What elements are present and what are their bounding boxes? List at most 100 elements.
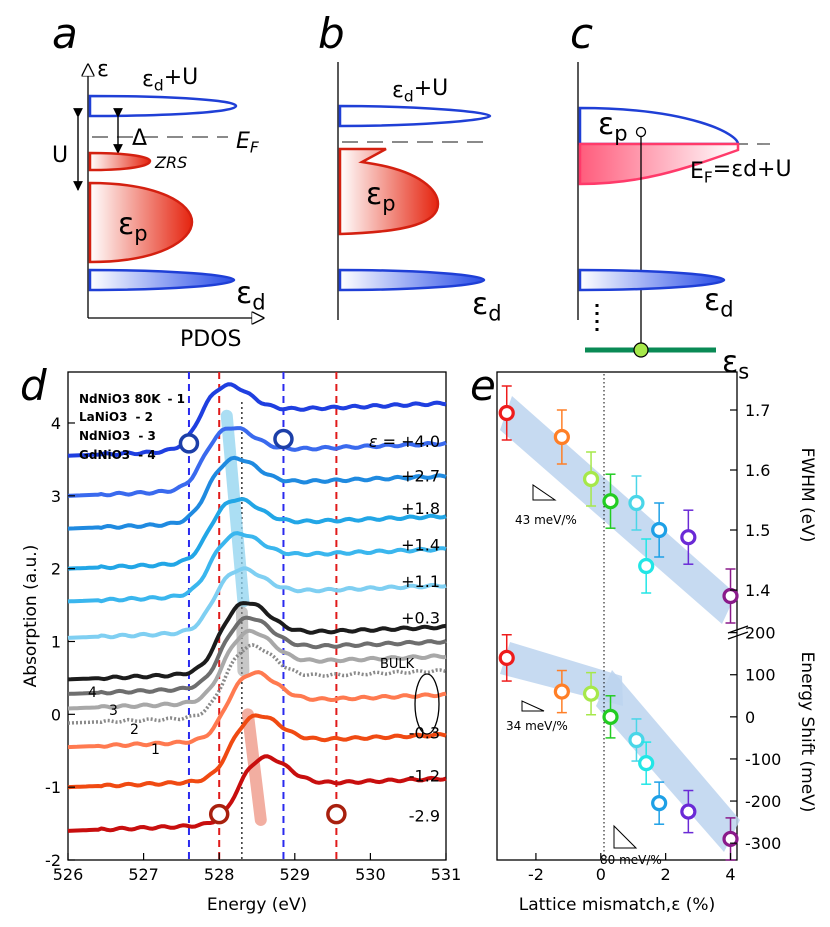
panel-d-bulk-ellipse xyxy=(414,673,440,735)
curve-2 xyxy=(67,455,447,531)
legend-item-1: NdNiO3 80K - 1 xyxy=(79,392,185,406)
shift-y-tick-label: -300 xyxy=(745,834,781,853)
panel-b-eps-d-label: εd xyxy=(472,287,502,325)
curve-1 xyxy=(67,426,447,498)
fwhm-point xyxy=(498,404,515,422)
fwhm-point xyxy=(722,587,739,605)
bulk-marker-2: 2 xyxy=(130,722,139,738)
fwhm-slope-triangle xyxy=(532,484,557,501)
fwhm-slope-label: 43 meV/% xyxy=(515,513,577,527)
panel-d-ylabel: Absorption (a.u.) xyxy=(21,545,41,688)
shift-slope-triangle-2 xyxy=(613,824,638,849)
e-x-tick-label: -2 xyxy=(528,865,544,884)
e-x-tick-label: 4 xyxy=(725,865,735,884)
curve-12 xyxy=(67,754,447,833)
panel-a-p-band xyxy=(88,181,194,264)
series-label: +2.7 xyxy=(401,466,440,485)
y-tick-label: -1 xyxy=(45,778,61,797)
legend-item-4: GdNiO3- 4 xyxy=(79,448,156,462)
fwhm-point xyxy=(602,493,619,510)
series-label: +0.3 xyxy=(401,608,440,627)
panel-e-letter: e xyxy=(470,361,496,410)
panel-a-axis-x-label: PDOS xyxy=(180,327,242,352)
panel-d-series-labels: ε = +4.0+2.7+1.8+1.4+1.1+0.3-0.3-1.2-2.9 xyxy=(369,432,440,825)
shift-point xyxy=(638,755,655,772)
series-label: +1.4 xyxy=(401,535,440,554)
panel-c-fermi-eq-label: EF=εd+U xyxy=(690,157,792,187)
x-tick-label: 527 xyxy=(128,865,159,884)
shift-y-tick-label: -200 xyxy=(745,792,781,811)
curve-11 xyxy=(67,713,447,790)
panel-c: c εp EF=εd+U εd εs xyxy=(570,9,792,383)
shift-y-tick-label: 100 xyxy=(745,666,776,685)
y-tick-label: 0 xyxy=(51,705,61,724)
shift-slope-triangle-1 xyxy=(521,700,545,712)
shift-point xyxy=(553,683,570,700)
panel-a-fermi-label: EF xyxy=(236,129,260,157)
series-label: +1.1 xyxy=(401,572,440,591)
x-tick-label: 526 xyxy=(53,865,84,884)
e-x-tick-label: 0 xyxy=(596,865,606,884)
panel-d-legend: NdNiO3 80K - 1 LaNiO3- 2 NdNiO3- 3 GdNiO3… xyxy=(79,392,185,462)
panel-c-d-band xyxy=(578,268,726,292)
panel-b-letter: b xyxy=(318,9,345,58)
panel-a-d-band xyxy=(88,268,236,292)
shift-point xyxy=(602,708,619,725)
curve-9 xyxy=(67,643,447,725)
panel-b-p-band xyxy=(338,147,440,236)
fwhm-point xyxy=(582,470,600,488)
series-label: ε = +4.0 xyxy=(369,432,440,451)
panel-e-frame xyxy=(496,371,738,861)
y-tick-label: 3 xyxy=(51,487,61,506)
panel-a: a ε PDOS εd+U EF Δ U ZRS εp εd xyxy=(52,9,266,352)
panel-c-p-band xyxy=(578,142,740,186)
panel-d-bulk-label: BULK xyxy=(380,657,415,672)
series-label: -2.9 xyxy=(409,806,440,825)
x-tick-label: 531 xyxy=(431,865,462,884)
bulk-marker-1: 1 xyxy=(151,742,160,758)
curve-6 xyxy=(67,601,447,682)
shift-point xyxy=(680,803,697,820)
y-tick-label: 4 xyxy=(51,414,61,433)
shift-point xyxy=(651,795,668,812)
panel-a-upper-hubbard-label: εd+U xyxy=(142,65,198,95)
panel-d-xlabel: Energy (eV) xyxy=(207,895,307,915)
panel-a-zrs-band xyxy=(88,151,152,172)
fwhm-point xyxy=(680,529,697,546)
panel-c-hole-circle xyxy=(635,126,647,138)
panel-c-eps-p-label: εp xyxy=(598,107,628,145)
x-tick-label: 529 xyxy=(280,865,311,884)
fwhm-point xyxy=(628,494,645,512)
axis-break-mark-1 xyxy=(727,625,749,634)
panel-a-zrs-label: ZRS xyxy=(154,153,187,172)
e-x-tick-label: 2 xyxy=(661,865,671,884)
panel-a-upper-hubbard-band xyxy=(88,94,238,118)
fwhm-y-tick-label: 1.4 xyxy=(745,581,770,600)
series-label: +1.8 xyxy=(401,499,440,518)
fwhm-y-tick-label: 1.5 xyxy=(745,521,770,540)
shift-trend-band-right xyxy=(596,670,740,852)
shift-slope-label-2: 80 meV/% xyxy=(600,853,662,867)
fwhm-point xyxy=(651,521,668,539)
shift-point xyxy=(628,731,645,749)
panel-e-xlabel: Lattice mismatch,ε (%) xyxy=(519,895,715,915)
panel-e-points xyxy=(498,385,739,861)
panel-b-eps-p-label: εp xyxy=(366,177,396,215)
panel-d-frame xyxy=(67,371,447,861)
edge-marker-0 xyxy=(178,433,200,454)
edge-marker-3 xyxy=(326,803,347,825)
panel-a-eps-p-label: εp xyxy=(118,207,148,245)
panel-e-trend-bands xyxy=(500,396,740,852)
panel-d-absorption-chart: d ε = +4.0+2.7+1.8+1.4+1.1+0.3-0.3-1.2-2… xyxy=(20,361,461,915)
curve-10 xyxy=(67,670,447,750)
fwhm-y-tick-label: 1.7 xyxy=(745,401,770,420)
panel-d-curves xyxy=(67,382,447,833)
edge-marker-1 xyxy=(273,428,294,450)
shift-y-tick-label: 200 xyxy=(745,624,776,643)
panel-d-letter: d xyxy=(20,361,47,410)
panel-b-upper-hubbard-label: εd+U xyxy=(392,76,448,106)
panel-a-letter: a xyxy=(52,9,78,58)
shift-slope-label-1: 34 meV/% xyxy=(506,719,568,733)
y-tick-label: 1 xyxy=(51,632,61,651)
